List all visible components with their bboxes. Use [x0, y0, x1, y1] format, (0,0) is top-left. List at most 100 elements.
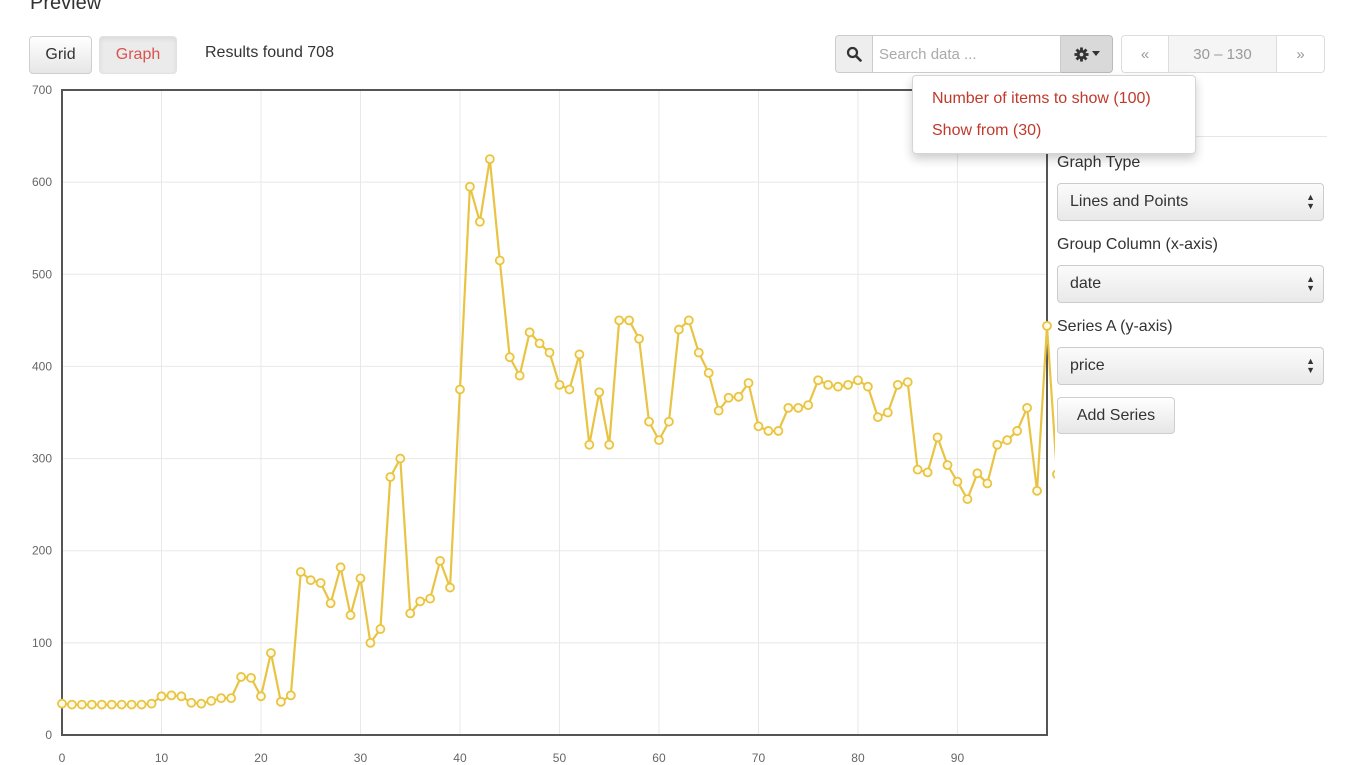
data-point [415, 596, 426, 607]
settings-dropdown-button[interactable] [1061, 35, 1113, 73]
data-point [932, 432, 943, 443]
data-point [713, 405, 724, 416]
data-point [275, 696, 286, 707]
data-point [743, 378, 754, 388]
data-point [524, 327, 535, 338]
data-point [604, 439, 615, 450]
data-point [773, 426, 784, 436]
data-point [305, 575, 316, 586]
x-tick-label: 20 [254, 751, 268, 765]
chart-area: 0 100 200 300 400 500 600 700 0 10 20 30 40 50 60 70 80 9… [0, 82, 1055, 765]
data-point [723, 392, 734, 403]
x-tick-label: 10 [155, 751, 169, 765]
results-count: Results found 708 [205, 44, 334, 61]
graph-view-button[interactable]: Graph [99, 36, 177, 74]
data-point [136, 699, 147, 710]
data-point [793, 402, 804, 413]
data-point [465, 181, 475, 192]
grid-view-button[interactable]: Grid [29, 36, 92, 74]
y-tick-label: 100 [32, 636, 52, 650]
data-point [1022, 402, 1033, 413]
search-input[interactable] [873, 35, 1061, 73]
data-point [256, 691, 266, 702]
settings-dropdown-menu: Number of items to show (100) Show from … [912, 75, 1196, 154]
data-point [345, 610, 356, 621]
data-point [126, 699, 137, 710]
data-point [67, 699, 77, 710]
x-tick-label: 80 [851, 751, 865, 765]
search-icon[interactable] [835, 35, 873, 73]
data-point [972, 468, 983, 479]
data-point [564, 384, 575, 395]
data-point [166, 690, 177, 701]
data-point [484, 154, 495, 165]
data-point [574, 349, 585, 360]
data-point [325, 598, 336, 609]
data-point [504, 352, 515, 363]
data-point [395, 453, 406, 464]
data-point [803, 400, 814, 411]
data-point [216, 693, 227, 704]
pager-range: 30 – 130 [1169, 35, 1277, 73]
data-point [206, 696, 217, 706]
data-point [1012, 426, 1023, 436]
data-point [1052, 469, 1055, 479]
data-point [156, 691, 167, 702]
data-point [833, 381, 843, 392]
caret-down-icon [1091, 51, 1100, 56]
data-point [823, 379, 834, 390]
data-point [236, 672, 246, 682]
pager-next-button[interactable]: » [1277, 35, 1325, 73]
select-arrows-icon: ▲ ▼ [1306, 356, 1315, 375]
data-point [763, 426, 774, 436]
series-a-select[interactable]: price ▲ ▼ [1057, 347, 1324, 385]
data-point [783, 402, 794, 413]
data-point [843, 379, 853, 390]
x-tick-label: 50 [553, 751, 567, 765]
data-point [813, 375, 824, 386]
menu-item-show-from[interactable]: Show from (30) [932, 122, 1042, 139]
data-point [634, 333, 644, 344]
pagination: « 30 – 130 » [1121, 35, 1325, 73]
data-point [673, 324, 684, 335]
menu-item-items-to-show[interactable]: Number of items to show (100) [932, 90, 1151, 107]
data-point [982, 478, 993, 489]
data-point [405, 608, 416, 619]
data-point [654, 435, 664, 446]
data-point [863, 381, 873, 392]
data-point [455, 384, 465, 395]
series-a-value: price [1070, 357, 1105, 374]
data-point [614, 315, 625, 326]
y-tick-label: 300 [32, 452, 52, 466]
data-point [683, 315, 694, 326]
data-point [952, 476, 963, 487]
data-point [882, 407, 893, 418]
data-point [76, 699, 87, 710]
data-point [872, 412, 883, 423]
data-point [922, 467, 933, 478]
data-point [106, 699, 117, 710]
data-point [285, 690, 296, 701]
data-point [445, 582, 455, 593]
data-point [266, 648, 276, 658]
group-column-select[interactable]: date ▲ ▼ [1057, 265, 1324, 303]
data-point [534, 338, 545, 349]
graph-type-select[interactable]: Lines and Points ▲ ▼ [1057, 183, 1324, 221]
select-arrows-icon: ▲ ▼ [1306, 274, 1315, 293]
plot-frame [61, 89, 1048, 736]
data-point [474, 216, 485, 227]
data-point [335, 562, 346, 573]
x-tick-label: 90 [951, 751, 965, 765]
graph-type-value: Lines and Points [1070, 193, 1189, 210]
y-tick-label: 200 [32, 544, 52, 558]
data-point [385, 472, 396, 482]
data-point [226, 693, 237, 704]
data-point [624, 315, 635, 326]
pager-prev-button[interactable]: « [1121, 35, 1169, 73]
y-tick-label: 700 [32, 83, 52, 97]
data-point [186, 697, 197, 708]
data-point [146, 698, 157, 709]
search-group [835, 35, 1113, 73]
data-point [116, 699, 127, 710]
add-series-button[interactable]: Add Series [1057, 397, 1175, 434]
